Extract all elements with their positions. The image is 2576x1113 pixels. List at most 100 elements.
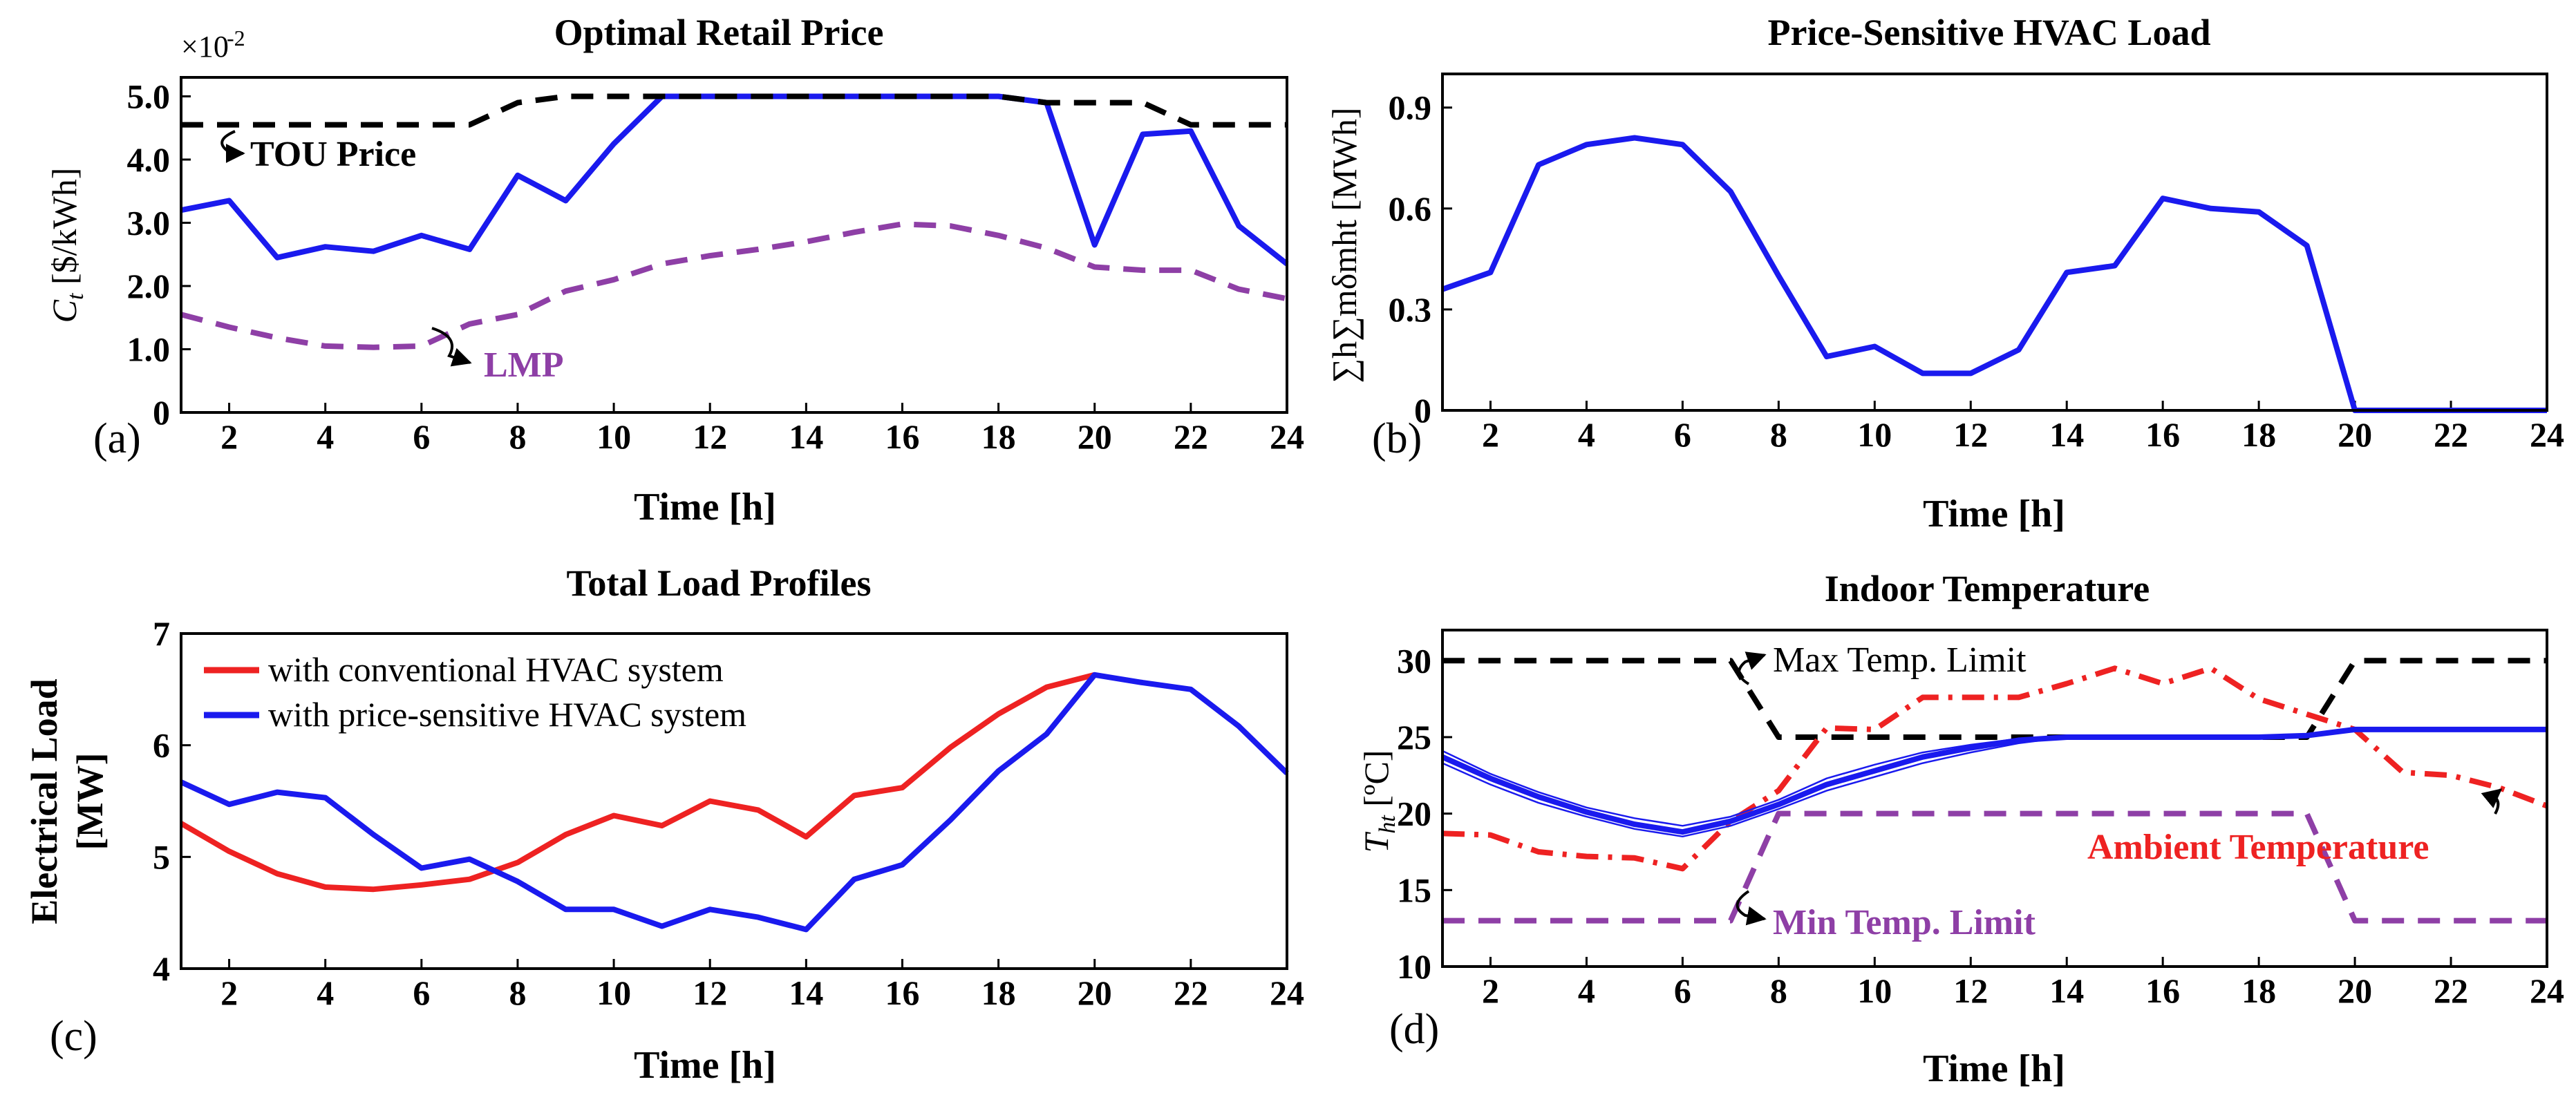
panel-c-series bbox=[179, 672, 1289, 933]
panel-a-label: (a) bbox=[93, 415, 141, 462]
panel-d-series-indoor-temperature-house-b bbox=[1442, 728, 2547, 838]
panel-c-axes-frame bbox=[180, 632, 1288, 970]
panel-a-ylabel-main: C bbox=[45, 299, 84, 323]
panel-a-ytick-label: 3.0 bbox=[127, 203, 171, 242]
panel-c-ytick-label: 4 bbox=[153, 949, 170, 988]
panel-a-xtick-label: 10 bbox=[596, 417, 631, 456]
panel-d-ytick-label: 30 bbox=[1397, 641, 1431, 680]
panel-a-lmp-arrow bbox=[431, 327, 472, 367]
panel-c-xtick-label: 14 bbox=[789, 973, 823, 1012]
panel-d-min-arrow bbox=[1736, 890, 1767, 926]
panel-d-ylabel-rest: [ºC] bbox=[1357, 750, 1395, 816]
panel-c-ylabel-line1: Electrical Load bbox=[23, 678, 65, 924]
panel-a-ytick-label: 4.0 bbox=[127, 140, 171, 179]
panel-c-xtick-label: 2 bbox=[220, 973, 238, 1012]
panel-d-xtick-label: 2 bbox=[1482, 971, 1499, 1010]
panel-a-xtick-label: 16 bbox=[885, 417, 919, 456]
panel-b-xtick-label: 24 bbox=[2530, 415, 2564, 454]
panel-a-ylabel-rest: [$/kWh] bbox=[45, 168, 84, 294]
panel-c-xtick-label: 22 bbox=[1174, 973, 1208, 1012]
panel-a-xtick-label: 24 bbox=[1270, 417, 1304, 456]
panel-d-xtick-label: 20 bbox=[2338, 971, 2372, 1010]
panel-b-xtick-label: 4 bbox=[1578, 415, 1595, 454]
panel-d: Indoor Temperature 2 4 6 8 10 12 14 16 18 20 22 241… bbox=[1357, 568, 2564, 1090]
panel-c-series-with-price-sensitive-hvac-system bbox=[180, 672, 1289, 933]
panel-a-title: Optimal Retail Price bbox=[554, 12, 884, 53]
panel-b-label: (b) bbox=[1372, 415, 1422, 462]
panel-c-xtick-label: 12 bbox=[693, 973, 727, 1012]
panel-b-xtick-label: 22 bbox=[2434, 415, 2468, 454]
panel-b-xtick-label: 18 bbox=[2241, 415, 2276, 454]
panel-d-ytick-label: 25 bbox=[1397, 718, 1431, 757]
panel-d-ytick-label: 10 bbox=[1397, 947, 1431, 986]
panel-d-ambient-label: Ambient Temperature bbox=[2087, 828, 2429, 867]
panel-a-ytick-label: 2.0 bbox=[127, 267, 171, 305]
panel-a-xtick-label: 20 bbox=[1078, 417, 1112, 456]
panel-a-axes-frame bbox=[180, 76, 1288, 414]
panel-d-series-ambient-temperature bbox=[1442, 665, 2548, 872]
panel-d-series-min-temp-limit bbox=[1442, 810, 2547, 924]
panel-b-ytick-label: 0.6 bbox=[1389, 189, 1432, 228]
panel-a-xtick-label: 18 bbox=[981, 417, 1016, 456]
panel-b-xtick-label: 20 bbox=[2338, 415, 2372, 454]
panel-a-xlabel: Time [h] bbox=[634, 486, 776, 529]
panel-c-ytick-label: 7 bbox=[153, 614, 170, 653]
panel-d-series-max-temp-limit bbox=[1442, 658, 2547, 740]
panel-a-xtick-label: 22 bbox=[1174, 417, 1208, 456]
panel-b-ytick-label: 0.9 bbox=[1389, 88, 1432, 127]
panel-a: Optimal Retail Price ×10 -2 2 4 6 8 10 12 14 16… bbox=[45, 12, 1304, 529]
panel-a-ytick-label: 5.0 bbox=[127, 77, 171, 115]
panel-c-xtick-label: 24 bbox=[1270, 973, 1304, 1012]
panel-a-xtick-label: 8 bbox=[509, 417, 526, 456]
panel-a-ytick-label: 1.0 bbox=[127, 330, 171, 368]
panel-a-exponent-power: -2 bbox=[227, 26, 245, 50]
panel-d-xlabel: Time [h] bbox=[1923, 1047, 2065, 1090]
panel-d-xtick-label: 14 bbox=[2049, 971, 2084, 1010]
panel-a-lmp-label: LMP bbox=[484, 345, 564, 385]
panel-d-xtick-label: 10 bbox=[1857, 971, 1892, 1010]
panel-a-series-lmp bbox=[180, 221, 1288, 350]
panel-c-ylabel-line2: [MW] bbox=[69, 753, 111, 850]
panel-c-xlabel: Time [h] bbox=[634, 1044, 776, 1087]
panel-b-title: Price-Sensitive HVAC Load bbox=[1768, 12, 2211, 53]
legend-label-conventional: with conventional HVAC system bbox=[268, 650, 724, 689]
panel-d-xtick-label: 4 bbox=[1578, 971, 1595, 1010]
panel-c-xtick-label: 6 bbox=[413, 973, 430, 1012]
panel-d-xtick-label: 16 bbox=[2145, 971, 2180, 1010]
panel-c-xtick-label: 18 bbox=[981, 973, 1016, 1012]
panel-a-ylabel-sub: t bbox=[63, 292, 88, 300]
panel-b-ytick-label: 0 bbox=[1414, 391, 1431, 430]
panel-c-label: (c) bbox=[50, 1013, 97, 1060]
panel-b-xtick-label: 2 bbox=[1482, 415, 1499, 454]
panel-a-xtick-label: 14 bbox=[789, 417, 823, 456]
panel-c-ytick-label: 5 bbox=[153, 837, 170, 876]
panel-a-xtick-label: 6 bbox=[413, 417, 430, 456]
panel-d-ylabel-main: T bbox=[1357, 831, 1395, 853]
panel-c-ytick-label: 6 bbox=[153, 726, 170, 765]
panel-d-xtick-label: 8 bbox=[1770, 971, 1787, 1010]
panel-c-xtick-label: 8 bbox=[509, 973, 526, 1012]
panel-d-axes-frame bbox=[1441, 629, 2548, 968]
panel-b-ytick-label: 0.3 bbox=[1389, 290, 1432, 329]
panel-b-xtick-label: 14 bbox=[2049, 415, 2084, 454]
panel-a-ytick-label: 0 bbox=[153, 393, 170, 432]
panel-a-xtick-label: 4 bbox=[317, 417, 334, 456]
panel-c: Total Load Profiles 2 4 6 8 10 12 14 16 18 20 22 24… bbox=[23, 562, 1304, 1087]
panel-b-series bbox=[1441, 135, 2547, 413]
panel-d-ambient-arrow bbox=[2481, 788, 2503, 815]
panel-d-ytick-label: 20 bbox=[1397, 795, 1431, 833]
panel-d-max-label: Max Temp. Limit bbox=[1773, 640, 2027, 680]
panel-c-xtick-label: 16 bbox=[885, 973, 919, 1012]
panel-c-xtick-label: 4 bbox=[317, 973, 334, 1012]
panel-a-series-tou-price bbox=[181, 93, 1287, 128]
legend-label-price-sensitive: with price-sensitive HVAC system bbox=[268, 695, 746, 734]
panel-b-ylabel: ∑h∑mδmht [MWh] bbox=[1325, 108, 1364, 383]
panel-c-xtick-label: 10 bbox=[596, 973, 631, 1012]
panel-d-xtick-label: 6 bbox=[1674, 971, 1691, 1010]
panel-a-exponent: ×10 -2 bbox=[181, 26, 245, 64]
panel-d-min-label: Min Temp. Limit bbox=[1773, 903, 2036, 942]
panel-d-xtick-label: 12 bbox=[1953, 971, 1988, 1010]
